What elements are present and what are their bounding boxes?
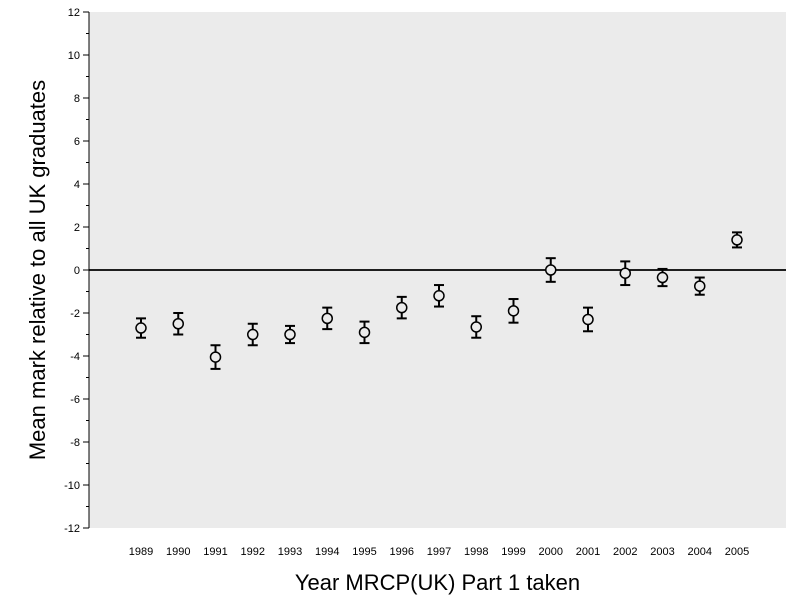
y-tick-label: 4 [74,179,80,191]
x-tick-label: 1994 [315,546,339,558]
point-marker [507,305,520,317]
y-tick-label: -2 [70,308,80,320]
x-tick-label: 2002 [613,546,637,558]
x-tick-label: 2001 [576,546,600,558]
point-marker [358,326,371,339]
point-marker [321,312,333,325]
x-tick-label: 1992 [241,546,265,558]
y-tick-label: -10 [64,480,80,492]
data-point-2005 [731,231,743,249]
x-tick-label: 1989 [129,546,153,558]
data-points [135,231,743,370]
x-tick-label: 1995 [352,546,376,558]
y-tick-label: 10 [68,50,80,62]
point-marker [470,321,482,333]
y-axis-ticks [83,11,89,529]
y-tick-label: -12 [64,523,80,535]
point-marker [694,280,706,292]
y-tick-label: -8 [70,437,80,449]
x-tick-label: 1991 [203,546,227,558]
x-tick-label: 2005 [725,546,749,558]
x-tick-label: 2004 [688,546,712,558]
y-tick-label: 8 [74,93,80,105]
y-tick-label: -6 [70,394,80,406]
point-marker [656,271,669,284]
data-point-1994 [321,306,333,331]
point-marker [135,322,147,334]
y-axis-tick-labels: 12 10 8 6 4 2 0 -2 -4 -6 -8 -10 -12 [64,7,80,535]
x-tick-label: 1993 [278,546,302,558]
x-tick-label: 1990 [166,546,190,558]
data-point-1998 [470,315,482,339]
data-point-1991 [209,344,222,370]
point-marker [731,234,743,246]
point-marker [396,301,408,314]
x-tick-label: 1999 [501,546,525,558]
data-point-2001 [582,306,594,333]
x-axis-tick-labels: 1989 1990 1991 1992 1993 1994 1995 1996 1997 1998… [129,546,749,558]
data-point-1992 [247,322,259,347]
data-point-1997 [433,284,445,308]
data-point-1995 [358,320,371,345]
x-axis-title: Year MRCP(UK) Part 1 taken [295,570,580,595]
data-point-1989 [135,317,147,339]
x-tick-label: 1998 [464,546,488,558]
y-tick-label: 0 [74,265,80,277]
data-point-1996 [396,295,408,320]
point-marker [209,351,222,363]
data-point-2003 [656,267,669,288]
point-marker [284,328,296,341]
x-tick-label: 1997 [427,546,451,558]
data-point-1990 [172,312,184,336]
data-point-2004 [694,276,706,296]
y-axis-title: Mean mark relative to all UK graduates [25,80,50,460]
data-point-1999 [507,298,520,324]
x-tick-label: 2000 [539,546,563,558]
data-point-2000 [545,257,557,283]
point-marker [172,318,184,330]
y-tick-label: 12 [68,7,80,19]
point-marker [582,313,594,326]
point-marker [247,328,259,341]
y-tick-label: 6 [74,136,80,148]
point-marker [545,264,557,276]
data-point-2002 [619,260,631,287]
point-marker [619,267,631,279]
y-tick-label: -4 [70,351,80,363]
data-point-1993 [284,324,296,345]
point-marker [433,290,445,302]
x-tick-label: 2003 [650,546,674,558]
y-tick-label: 2 [74,222,80,234]
x-tick-label: 1996 [390,546,414,558]
